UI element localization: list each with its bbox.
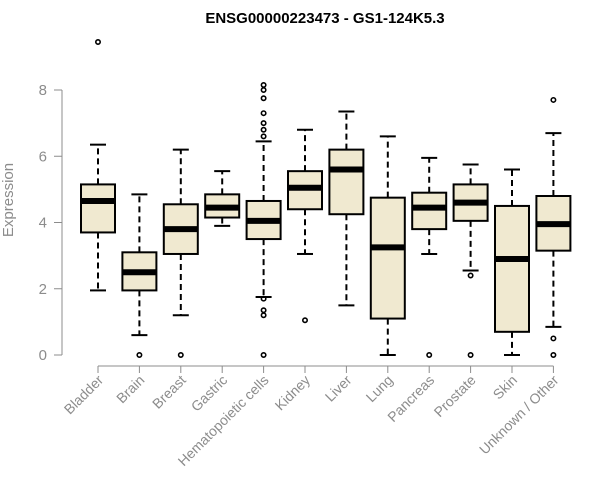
x-tick-label: Skin — [490, 372, 521, 403]
outlier-point — [260, 351, 267, 358]
outlier-point — [260, 295, 267, 302]
outlier-point — [467, 351, 474, 358]
y-tick-label: 0 — [39, 347, 47, 364]
outlier-point — [260, 312, 267, 319]
iqr-box — [411, 191, 448, 231]
y-axis: 0 2 4 6 8 — [39, 82, 63, 364]
x-tick-label: Prostate — [431, 372, 479, 420]
x-tick-label: Breast — [149, 372, 189, 412]
outlier-point — [260, 82, 267, 89]
iqr-box — [494, 204, 530, 333]
y-tick-label: 8 — [39, 82, 47, 99]
boxes-group — [80, 38, 572, 358]
outlier-point — [301, 317, 308, 324]
box-kidney — [287, 128, 323, 324]
outlier-point — [177, 351, 184, 358]
outlier-point — [260, 110, 267, 117]
outlier-point — [260, 120, 267, 127]
x-tick-label: Bladder — [61, 372, 107, 418]
chart-title: ENSG00000223473 - GS1-124K5.3 — [205, 10, 444, 27]
iqr-box — [369, 196, 406, 320]
box-skin — [494, 168, 530, 356]
x-tick-label: Kidney — [272, 372, 314, 414]
outlier-point — [550, 96, 557, 103]
box-gastric — [204, 170, 241, 227]
outlier-point — [260, 307, 267, 314]
y-axis-label: Expression — [0, 163, 17, 237]
box-brain — [121, 193, 158, 358]
outlier-point — [426, 351, 433, 358]
y-tick-label: 6 — [39, 148, 47, 165]
outlier-point — [550, 351, 557, 358]
box-unknown-other — [535, 96, 572, 358]
y-tick-label: 2 — [39, 281, 47, 298]
box-liver — [328, 110, 365, 307]
outlier-point — [260, 126, 267, 133]
y-tick-label: 4 — [39, 215, 47, 232]
x-tick-label: Lung — [363, 372, 396, 405]
outlier-point — [260, 95, 267, 102]
iqr-box — [80, 183, 116, 234]
outlier-point — [467, 272, 474, 279]
x-tick-label: Brain — [113, 372, 147, 406]
box-bladder — [80, 38, 116, 292]
x-tick-label: Unknown / Other — [476, 372, 562, 458]
outlier-point — [260, 133, 267, 140]
box-prostate — [452, 163, 489, 358]
outlier-point — [136, 351, 143, 358]
outlier-point — [550, 335, 557, 342]
outlier-point — [260, 87, 267, 94]
box-lung — [369, 135, 406, 356]
x-tick-label: Liver — [322, 372, 355, 405]
box-hematopoietic-cells — [245, 82, 282, 358]
iqr-box — [328, 148, 365, 216]
box-pancreas — [411, 156, 448, 358]
box-breast — [162, 148, 199, 358]
outlier-point — [95, 38, 102, 45]
